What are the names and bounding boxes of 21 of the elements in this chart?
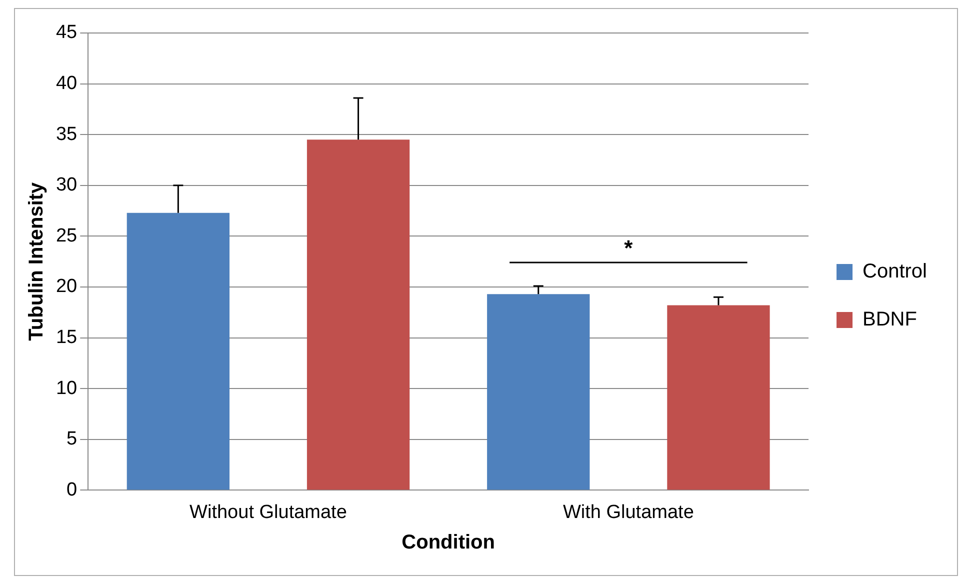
y-tick-label: 30 [56, 174, 78, 196]
x-tick-label: Without Glutamate [190, 502, 347, 523]
bar [487, 294, 590, 490]
y-tick-label: 15 [56, 327, 78, 348]
y-tick-label: 0 [66, 479, 78, 500]
annotation: * [624, 236, 634, 261]
bar [667, 305, 770, 490]
y-tick-label: 35 [56, 124, 78, 145]
bar [306, 140, 410, 490]
x-axis-title: Condition [402, 532, 495, 554]
bar [126, 212, 230, 490]
x-tick-label: With Glutamate [562, 502, 694, 523]
y-tick-label: 45 [56, 22, 78, 44]
legend-label: Control [862, 260, 928, 283]
y-axis-title: Tubulin Intensity [26, 181, 48, 341]
legend-label: BDNF [862, 308, 917, 331]
y-tick-label: 25 [56, 225, 78, 246]
y-tick-label: 5 [66, 428, 78, 450]
y-tick-label: 10 [56, 378, 78, 399]
y-tick-label: 20 [56, 276, 78, 298]
y-tick-label: 40 [56, 73, 78, 94]
